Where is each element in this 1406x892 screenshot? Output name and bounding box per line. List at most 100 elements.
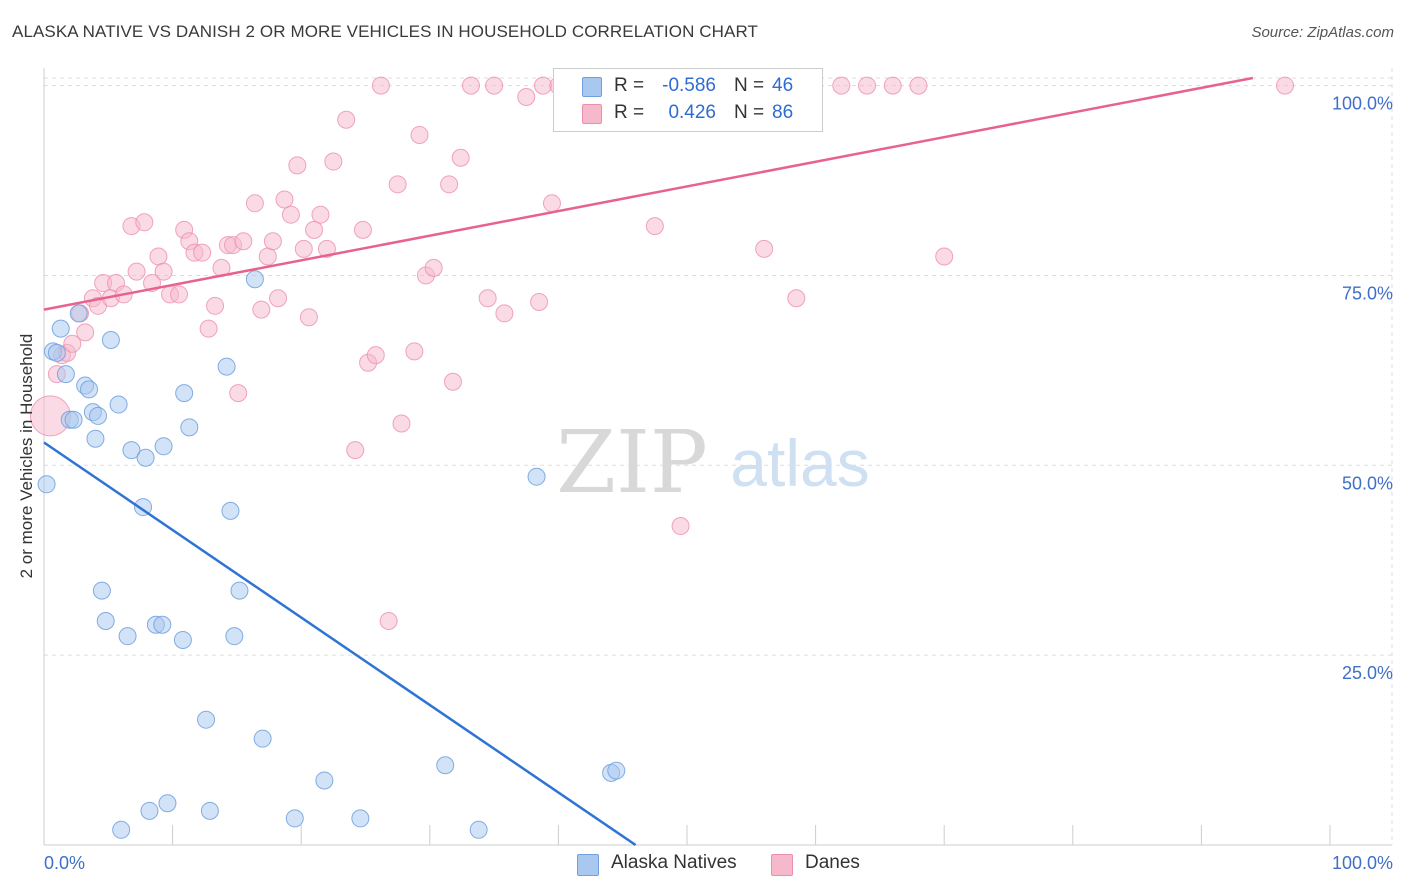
danes-point <box>379 611 398 630</box>
danes-point <box>258 247 277 266</box>
watermark-zip: ZIP <box>556 413 708 513</box>
danes-point <box>311 205 330 224</box>
danes-point <box>170 285 189 304</box>
danes-point <box>63 334 82 353</box>
alaska-natives-point <box>180 418 199 437</box>
alaska-natives-point <box>92 581 111 600</box>
watermark: ZIP atlas <box>556 413 870 513</box>
alaska-natives-point <box>154 437 173 456</box>
danes-point <box>371 76 390 95</box>
alaska-natives-point <box>122 441 141 460</box>
legend-n-value: 46 <box>772 75 794 96</box>
danes-point <box>935 247 954 266</box>
legend-label-danes: Danes <box>805 852 860 873</box>
danes-point <box>366 346 385 365</box>
alaska-natives-point <box>253 729 272 748</box>
alaska-natives-point <box>89 406 108 425</box>
danes-point <box>542 194 561 213</box>
alaska-natives-point <box>86 429 105 448</box>
danes-point <box>245 194 264 213</box>
x-tick-label: 0.0% <box>44 853 85 873</box>
danes-point <box>495 304 514 323</box>
danes-point <box>388 175 407 194</box>
source-label: Source: ZipAtlas.com <box>1251 24 1394 41</box>
alaska-natives-point <box>351 809 370 828</box>
alaska-natives-point <box>230 581 249 600</box>
legend-r-value: 0.426 <box>668 102 716 123</box>
alaska-natives-point <box>118 627 137 646</box>
alaska-natives-point <box>80 380 99 399</box>
alaska-natives-point <box>221 501 240 520</box>
danes-point <box>787 289 806 308</box>
legend-swatch-blue <box>577 854 599 876</box>
alaska-natives-point <box>315 771 334 790</box>
alaska-natives-trend-line <box>43 441 637 847</box>
y-tick-label: 75.0% <box>1342 283 1393 303</box>
alaska-natives-point <box>200 801 219 820</box>
danes-point <box>517 87 536 106</box>
danes-point <box>234 232 253 251</box>
danes-point <box>193 243 212 262</box>
danes-point <box>324 152 343 171</box>
danes-point <box>229 384 248 403</box>
danes-point <box>346 441 365 460</box>
danes-point <box>909 76 928 95</box>
legend-swatch-blue <box>582 77 602 97</box>
danes-point <box>461 76 480 95</box>
alaska-natives-point <box>173 630 192 649</box>
alaska-natives-point <box>109 395 128 414</box>
danes-point <box>530 293 549 312</box>
danes-point <box>353 220 372 239</box>
alaska-natives-point <box>64 410 83 429</box>
alaska-natives-point <box>56 365 75 384</box>
danes-points <box>29 76 1294 630</box>
alaska-natives-point <box>175 384 194 403</box>
alaska-natives-point <box>101 330 120 349</box>
danes-point <box>443 372 462 391</box>
watermark-atlas: atlas <box>730 426 869 500</box>
danes-point <box>832 76 851 95</box>
legend-label-alaska-natives: Alaska Natives <box>611 852 737 873</box>
legend-r-label: R = <box>614 75 645 96</box>
danes-point <box>424 258 443 277</box>
danes-point <box>392 414 411 433</box>
alaska-natives-point <box>527 467 546 486</box>
danes-point <box>127 262 146 281</box>
alaska-natives-point <box>37 475 56 494</box>
danes-point <box>76 323 95 342</box>
danes-point <box>337 110 356 129</box>
y-axis-label: 2 or more Vehicles in Household <box>17 334 36 579</box>
danes-point <box>206 296 225 315</box>
legend-r-value: -0.586 <box>662 75 716 96</box>
danes-point <box>305 220 324 239</box>
danes-point <box>149 247 168 266</box>
alaska-natives-point <box>51 319 70 338</box>
alaska-natives-points <box>37 270 626 839</box>
danes-trend-line <box>43 76 1254 311</box>
danes-point <box>135 213 154 232</box>
alaska-natives-point <box>436 756 455 775</box>
danes-point <box>671 517 690 536</box>
danes-point <box>275 190 294 209</box>
danes-point <box>269 289 288 308</box>
danes-point <box>478 289 497 308</box>
x-tick-label: 100.0% <box>1332 853 1393 873</box>
alaska-natives-point <box>69 304 88 323</box>
danes-point <box>1275 76 1294 95</box>
danes-point <box>252 300 271 319</box>
danes-point <box>154 262 173 281</box>
danes-point <box>883 76 902 95</box>
legend-n-value: 86 <box>772 102 794 123</box>
grid-lines <box>44 68 1393 845</box>
legend-row-danes: R = 0.426 N = 86 <box>554 100 822 126</box>
correlation-legend: R = -0.586 N = 46 R = 0.426 N = 86 <box>553 68 823 132</box>
legend-swatch-pink <box>582 104 602 124</box>
danes-point <box>294 239 313 258</box>
danes-point <box>199 319 218 338</box>
axes <box>43 68 1392 846</box>
alaska-natives-point <box>217 357 236 376</box>
alaska-natives-point <box>112 820 131 839</box>
danes-point <box>645 217 664 236</box>
danes-point <box>299 308 318 327</box>
alaska-natives-point <box>136 448 155 467</box>
